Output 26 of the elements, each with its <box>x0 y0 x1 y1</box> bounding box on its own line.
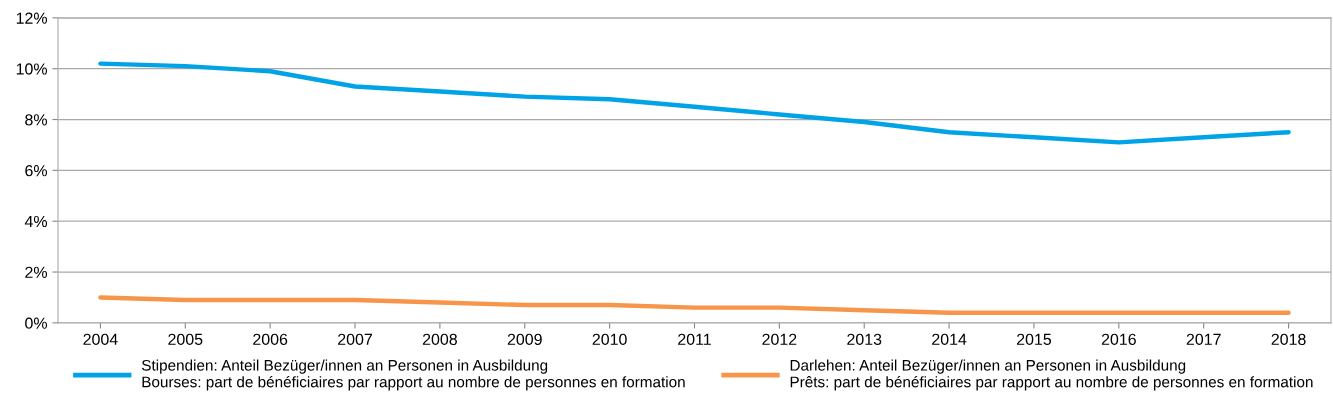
x-tick-label: 2009 <box>507 333 542 346</box>
x-tick-label: 2006 <box>253 333 288 346</box>
y-tick-label: 10% <box>16 63 47 75</box>
x-tick-label: 2005 <box>168 333 203 346</box>
x-tick-label: 2014 <box>932 333 967 346</box>
y-tick-label: 12% <box>16 12 47 24</box>
line-series <box>98 61 1291 145</box>
x-tick-label: 2017 <box>1186 333 1221 346</box>
y-tick-label: 2% <box>25 266 47 278</box>
x-tick-label: 2016 <box>1101 333 1136 346</box>
legend-label: Darlehen: Anteil Bezüger/innen an Personen in Ausbildung Prêts: part de bénéficiaires par rapport au nombre de personnes en formation <box>790 359 1313 391</box>
x-tick-label: 2012 <box>762 333 797 346</box>
y-tick-label: 0% <box>25 317 47 329</box>
x-tick-label: 2007 <box>338 333 372 346</box>
y-tick-label: 8% <box>25 114 47 126</box>
x-tick-label: 2010 <box>592 333 627 346</box>
x-tick-label: 2004 <box>83 333 118 346</box>
line-series <box>98 295 1291 315</box>
x-tick-label: 2011 <box>678 333 711 346</box>
x-tick-label: 2008 <box>422 333 457 346</box>
x-tick-label: 2015 <box>1017 333 1052 346</box>
x-tick-label: 2018 <box>1271 333 1306 346</box>
x-tick-label: 2013 <box>847 333 882 346</box>
y-tick-label: 6% <box>25 164 47 177</box>
legend-label: Stipendien: Anteil Bezüger/innen an Personen in Ausbildung Bourses: part de bénéficiaires par rapport au nombre de personnes en formation <box>141 359 685 391</box>
y-tick-label: 4% <box>24 215 47 228</box>
